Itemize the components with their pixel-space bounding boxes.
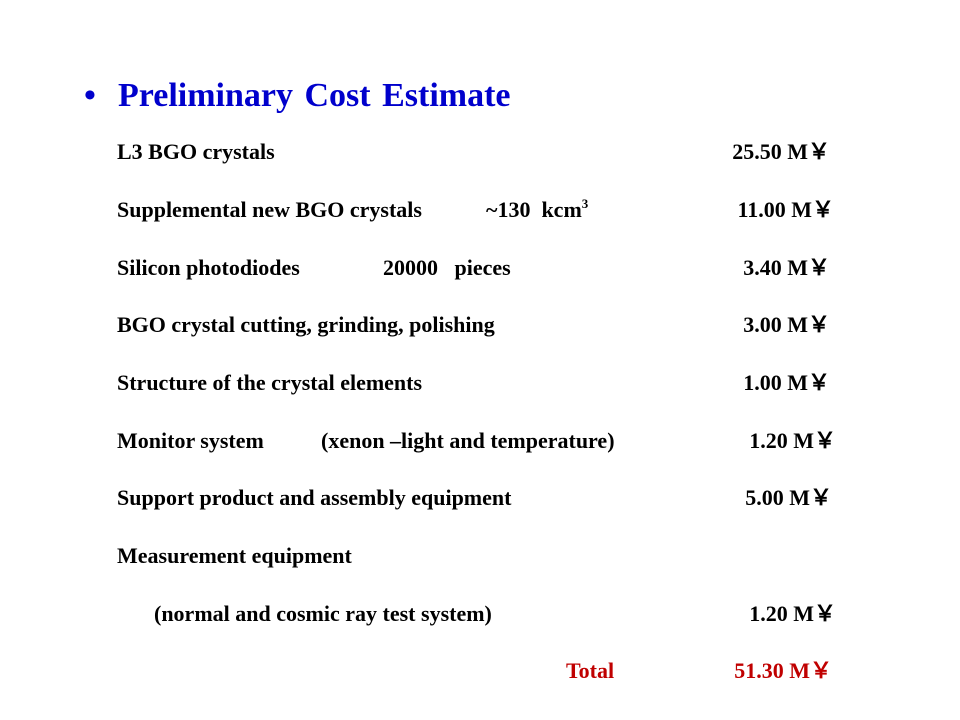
- title-row: • Preliminary Cost Estimate: [84, 72, 511, 120]
- cost-note: ~130 kcm3: [486, 196, 589, 222]
- cost-amount: 1.20 M￥: [749, 601, 836, 626]
- cost-amount: 25.50 M￥: [732, 139, 830, 164]
- total-amount: 51.30 M￥: [734, 658, 832, 683]
- cost-label: BGO crystal cutting, grinding, polishing: [117, 312, 495, 337]
- cost-row-l3-bgo: L3 BGO crystals 25.50 M￥: [0, 137, 960, 167]
- cost-note: 20000 pieces: [383, 255, 511, 280]
- cost-label: (normal and cosmic ray test system): [154, 601, 492, 626]
- cost-amount: 1.20 M￥: [749, 428, 836, 453]
- cost-amount: 11.00 M￥: [737, 197, 834, 222]
- cost-note: (xenon –light and temperature): [321, 428, 615, 453]
- bullet-icon: •: [84, 77, 96, 114]
- cost-row-measurement: Measurement equipment: [0, 541, 960, 571]
- cost-row-photodiodes: Silicon photodiodes 20000 pieces 3.40 M￥: [0, 253, 960, 283]
- total-label: Total: [566, 658, 615, 683]
- cost-label: Measurement equipment: [117, 543, 352, 568]
- cost-label: Silicon photodiodes: [117, 255, 300, 280]
- cost-amount: 3.00 M￥: [743, 312, 830, 337]
- cost-row-supplemental-bgo: Supplemental new BGO crystals ~130 kcm3 …: [0, 195, 960, 225]
- cost-row-cutting: BGO crystal cutting, grinding, polishing…: [0, 310, 960, 340]
- cost-row-monitor: Monitor system (xenon –light and tempera…: [0, 426, 960, 456]
- cost-amount: 5.00 M￥: [745, 485, 832, 510]
- cost-label: Support product and assembly equipment: [117, 485, 512, 510]
- cost-amount: 1.00 M￥: [743, 370, 830, 395]
- slide-title: Preliminary Cost Estimate: [118, 77, 511, 114]
- cost-row-measurement-detail: (normal and cosmic ray test system) 1.20…: [0, 599, 960, 629]
- cost-row-structure: Structure of the crystal elements 1.00 M…: [0, 368, 960, 398]
- superscript: 3: [581, 196, 589, 211]
- cost-row-total: Total 51.30 M￥: [0, 656, 960, 686]
- cost-label: Structure of the crystal elements: [117, 370, 423, 395]
- cost-label: Supplemental new BGO crystals: [117, 197, 422, 222]
- cost-label: Monitor system: [117, 428, 264, 453]
- cost-label: L3 BGO crystals: [117, 139, 275, 164]
- cost-row-support: Support product and assembly equipment 5…: [0, 483, 960, 513]
- cost-amount: 3.40 M￥: [743, 255, 830, 280]
